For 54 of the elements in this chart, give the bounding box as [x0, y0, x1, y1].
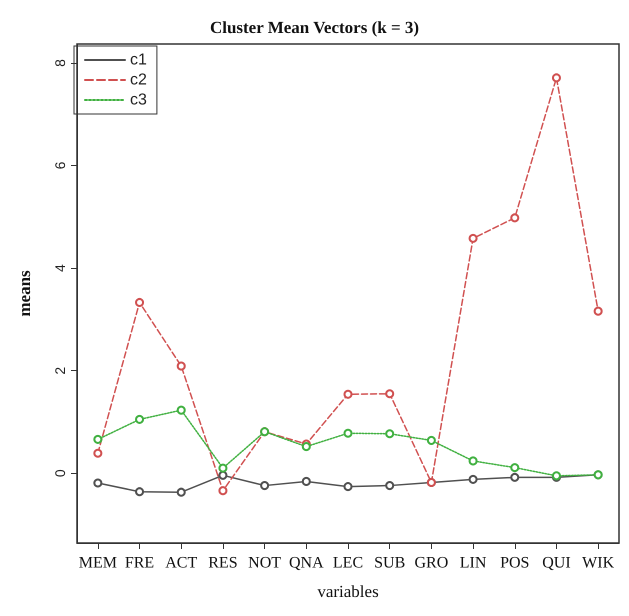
point: [385, 429, 394, 438]
x-tick-label: NOT: [248, 554, 282, 572]
y-tick-label: 2: [52, 366, 68, 375]
x-tick-label: SUB: [374, 554, 406, 572]
y-tick-label: 4: [52, 264, 68, 272]
point: [468, 456, 478, 466]
x-tick-label: POS: [500, 554, 530, 572]
point: [135, 298, 144, 307]
point: [260, 481, 270, 490]
x-axis-title: variables: [317, 582, 379, 601]
x-tick-label: FRE: [124, 554, 154, 572]
point: [302, 476, 311, 486]
x-tick-label: RES: [208, 554, 238, 572]
point: [594, 306, 603, 316]
point: [302, 442, 311, 452]
legend-label: c3: [130, 92, 147, 108]
point: [510, 463, 520, 472]
point: [468, 234, 478, 243]
y-axis-title: means: [15, 270, 34, 317]
x-tick-label: MEM: [78, 554, 117, 572]
point: [218, 486, 228, 496]
y-tick-label: 8: [52, 58, 68, 67]
point: [552, 73, 561, 82]
point: [93, 434, 102, 444]
chart-title: Cluster Mean Vectors (k = 3): [210, 18, 420, 37]
point: [510, 472, 520, 482]
point: [93, 478, 102, 488]
point: [344, 482, 352, 492]
point: [344, 390, 352, 399]
point: [218, 464, 228, 473]
point: [510, 213, 520, 222]
point: [176, 406, 186, 415]
point: [218, 470, 228, 480]
point: [468, 474, 478, 484]
point: [385, 481, 394, 490]
point: [385, 389, 394, 398]
point: [176, 488, 186, 497]
x-tick-label: LEC: [332, 554, 364, 572]
point: [344, 428, 352, 438]
point: [93, 448, 102, 458]
x-tick-label: QUI: [542, 554, 571, 572]
x-tick-label: LIN: [460, 554, 487, 572]
point: [135, 487, 144, 496]
point: [426, 436, 436, 445]
point: [176, 362, 186, 371]
legend-label: c1: [130, 52, 147, 68]
y-tick-label: 0: [52, 469, 68, 478]
point: [135, 414, 144, 424]
y-tick-label: 6: [52, 161, 68, 170]
x-tick-label: ACT: [165, 554, 198, 572]
x-tick-label: WIK: [582, 554, 615, 572]
x-tick-label: GRO: [414, 554, 448, 572]
x-tick-label: QNA: [288, 554, 324, 572]
legend-label: c2: [130, 72, 147, 88]
